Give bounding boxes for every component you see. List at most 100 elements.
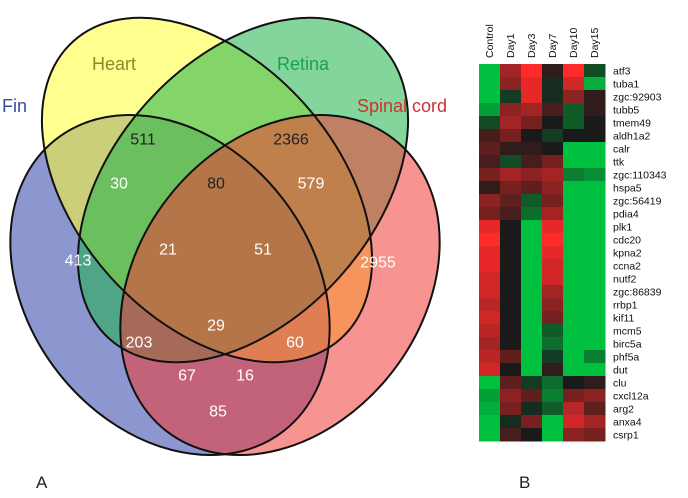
heatmap-cell <box>500 363 522 377</box>
heatmap-cell <box>479 220 501 234</box>
gene-label: mcm5 <box>613 326 642 338</box>
condition-label: Day10 <box>568 27 580 58</box>
heatmap-cell <box>521 324 543 338</box>
heatmap-cell <box>584 415 606 429</box>
heatmap-cell <box>542 129 564 143</box>
heatmap-cell <box>542 181 564 195</box>
heatmap-cell <box>542 415 564 429</box>
heatmap-cell <box>584 363 606 377</box>
heatmap-cell <box>479 350 501 364</box>
heatmap-cell <box>584 194 606 208</box>
heatmap-cell <box>584 168 606 182</box>
heatmap-cell <box>479 207 501 221</box>
heatmap-cell <box>500 155 522 169</box>
gene-label: zgc:92903 <box>613 92 662 104</box>
heatmap-cell <box>479 415 501 429</box>
heatmap-cell <box>479 129 501 143</box>
heatmap-cell <box>563 272 585 286</box>
count-fin-spinal: 85 <box>209 404 227 421</box>
heatmap-cell <box>500 402 522 416</box>
count-fin-retina: 203 <box>126 335 153 352</box>
heatmap-cell <box>521 220 543 234</box>
gene-label: tubb5 <box>613 105 639 117</box>
heatmap-cell <box>584 77 606 91</box>
count-heart-only: 511 <box>130 132 156 149</box>
heatmap-cell <box>521 363 543 377</box>
heatmap-cell <box>542 246 564 260</box>
heatmap-cell <box>584 402 606 416</box>
heatmap-cell <box>563 389 585 403</box>
heatmap-cell <box>542 363 564 377</box>
heatmap-cell <box>563 246 585 260</box>
heatmap-cell <box>584 337 606 351</box>
heatmap-cell <box>584 259 606 273</box>
heatmap-cell <box>563 181 585 195</box>
gene-label: arg2 <box>613 404 634 416</box>
set-name-fin: Fin <box>2 96 27 116</box>
heatmap-cell <box>584 207 606 221</box>
heatmap-cell <box>521 428 543 442</box>
heatmap-cell <box>542 298 564 312</box>
set-name-retina: Retina <box>277 54 330 74</box>
heatmap-cell <box>521 350 543 364</box>
gene-label: nutf2 <box>613 274 637 286</box>
heatmap-cell <box>584 311 606 325</box>
gene-label: tmem49 <box>613 118 651 130</box>
heatmap-cell <box>521 129 543 143</box>
heatmap-cell <box>500 220 522 234</box>
heatmap-cell <box>479 142 501 156</box>
heatmap-cell <box>479 181 501 195</box>
gene-label: birc5a <box>613 339 642 351</box>
count-fin-heart: 30 <box>110 176 128 193</box>
heatmap-cell <box>479 428 501 442</box>
heatmap-cell <box>479 233 501 247</box>
heatmap-cell <box>479 155 501 169</box>
heatmap-cell <box>584 324 606 338</box>
heatmap-cell <box>563 376 585 390</box>
venn-diagram: Fin Heart Retina Spinal cord 413 511 236… <box>2 16 447 456</box>
heatmap-cell <box>584 142 606 156</box>
heatmap-cell <box>584 220 606 234</box>
gene-label: zgc:56419 <box>613 196 662 208</box>
heatmap-cell <box>584 428 606 442</box>
count-spinal-only: 2955 <box>360 255 396 272</box>
heatmap-cell <box>500 194 522 208</box>
heatmap-cell <box>584 90 606 104</box>
heatmap-cell <box>500 376 522 390</box>
panel-label-a: A <box>36 473 48 492</box>
heatmap-cell <box>542 77 564 91</box>
heatmap-cell <box>521 376 543 390</box>
heatmap-cell <box>563 324 585 338</box>
gene-label: dut <box>613 365 628 377</box>
gene-label: anxa4 <box>613 417 642 429</box>
gene-label: pdia4 <box>613 209 639 221</box>
heatmap-cell <box>521 415 543 429</box>
gene-label: kif11 <box>613 313 635 325</box>
heatmap-cell <box>584 389 606 403</box>
heatmap-cell <box>500 116 522 130</box>
heatmap-cell <box>521 142 543 156</box>
heatmap-cell <box>542 311 564 325</box>
heatmap-cell <box>500 142 522 156</box>
heatmap-cell <box>479 116 501 130</box>
gene-label: csrp1 <box>613 430 639 442</box>
gene-label: zgc:110343 <box>613 170 667 182</box>
heatmap-cell <box>563 90 585 104</box>
heatmap-cell <box>500 168 522 182</box>
gene-label: kpna2 <box>613 248 642 260</box>
heatmap-cell <box>500 350 522 364</box>
heatmap-cell <box>521 246 543 260</box>
heatmap-cell <box>542 233 564 247</box>
heatmap-cell <box>500 324 522 338</box>
heatmap-cell <box>563 415 585 429</box>
count-fin-heart-retina: 21 <box>159 242 177 259</box>
heatmap-cell <box>542 285 564 299</box>
heatmap-cell <box>479 285 501 299</box>
heatmap-cell <box>500 129 522 143</box>
gene-label: phf5a <box>613 352 639 364</box>
heatmap-cell <box>542 155 564 169</box>
count-fin-heart-spinal: 16 <box>236 368 254 385</box>
heatmap-cell <box>521 285 543 299</box>
heatmap-cell <box>479 64 501 78</box>
gene-label: aldh1a2 <box>613 131 651 143</box>
